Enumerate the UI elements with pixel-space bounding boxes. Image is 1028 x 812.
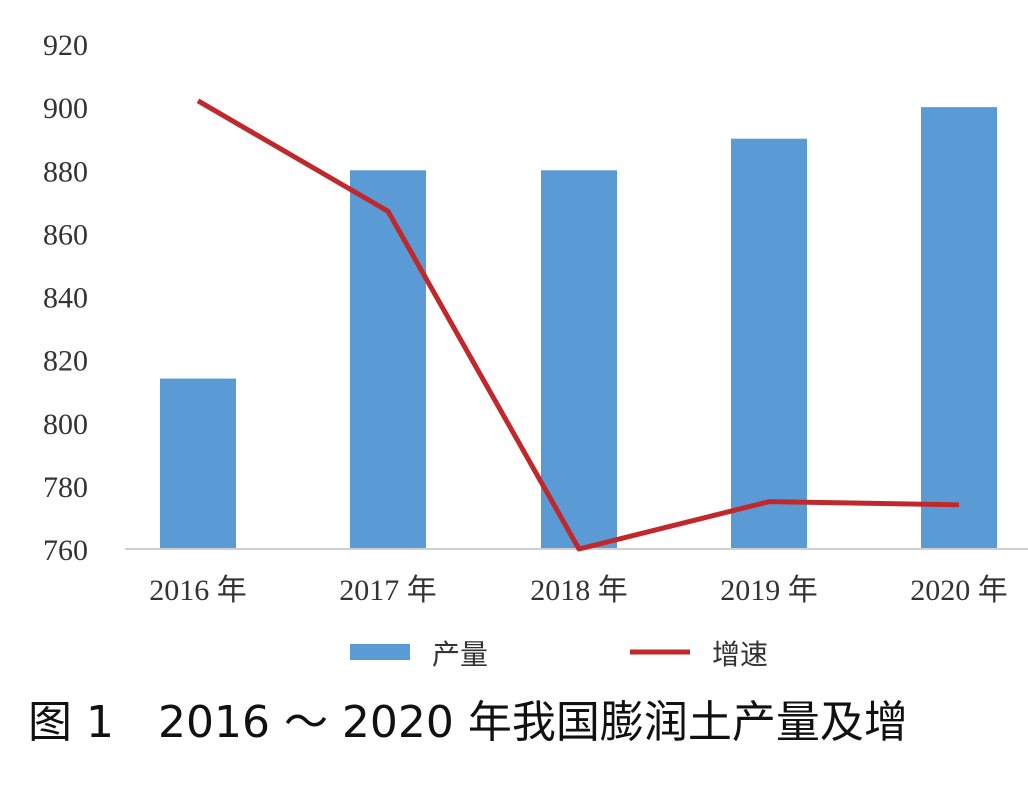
bar-2019年	[731, 138, 807, 549]
legend-label-bar: 产量	[432, 638, 488, 671]
y-tick-label: 760	[43, 534, 88, 567]
x-tick-label: 2016 年	[149, 574, 247, 607]
legend: 产量 增速	[350, 638, 768, 671]
legend-label-line: 增速	[712, 638, 768, 671]
x-tick-label: 2020 年	[910, 574, 1008, 607]
y-tick-label: 780	[43, 471, 88, 504]
y-tick-label: 860	[43, 218, 88, 251]
x-tick-label: 2017 年	[339, 574, 437, 607]
x-axis: 2016 年 2017 年 2018 年 2019 年 2020 年	[149, 574, 1008, 607]
y-tick-label: 920	[43, 29, 88, 62]
bar-2016年	[160, 378, 236, 549]
bar-2018年	[541, 170, 617, 549]
y-tick-label: 840	[43, 282, 88, 315]
bar-2020年	[921, 107, 997, 549]
bar-2017年	[350, 170, 426, 549]
y-tick-label: 880	[43, 155, 88, 188]
x-tick-label: 2018 年	[530, 574, 628, 607]
y-axis: 920 900 880 860 840 820 800 780 760	[43, 29, 88, 567]
y-tick-label: 900	[43, 92, 88, 125]
figure-caption: 图 1 2016 ～ 2020 年我国膨润土产量及增	[28, 697, 908, 748]
bars	[160, 107, 997, 549]
y-tick-label: 800	[43, 408, 88, 441]
y-tick-label: 820	[43, 345, 88, 378]
chart: 920 900 880 860 840 820 800 780 760 2016 年 2017 年…	[43, 29, 1028, 671]
legend-swatch-bar	[350, 644, 410, 660]
growth-line-group	[196, 98, 960, 552]
x-tick-label: 2019 年	[720, 574, 818, 607]
